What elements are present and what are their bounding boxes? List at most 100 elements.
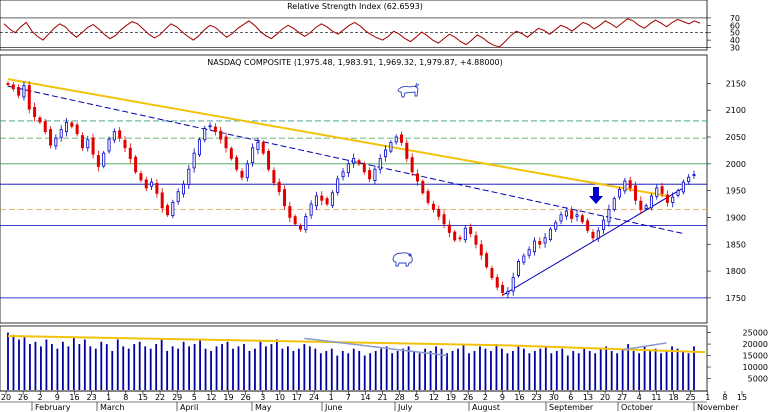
candle-body bbox=[17, 87, 21, 96]
candle-body bbox=[251, 147, 255, 163]
candlestick bbox=[511, 272, 515, 296]
volume-bar bbox=[100, 341, 103, 390]
month-label: September bbox=[549, 403, 594, 412]
candle-body bbox=[665, 194, 669, 203]
volume-bar bbox=[182, 341, 185, 390]
volume-bar bbox=[577, 353, 580, 390]
date-tick-label: 15 bbox=[138, 393, 148, 402]
candlestick bbox=[336, 175, 340, 196]
candle-body bbox=[431, 203, 435, 210]
candle-body bbox=[346, 163, 350, 174]
rsi-line bbox=[3, 18, 701, 48]
price-panel: NASDAQ COMPOSITE (1,975.48, 1,983.91, 1,… bbox=[0, 54, 746, 324]
candlestick bbox=[447, 220, 451, 238]
volume-bar bbox=[138, 341, 141, 390]
volume-bar bbox=[402, 348, 405, 390]
candle-body bbox=[373, 168, 377, 181]
volume-bar bbox=[248, 350, 251, 390]
candlestick bbox=[591, 229, 595, 242]
volume-bar bbox=[210, 350, 212, 390]
candle-body bbox=[628, 180, 632, 189]
candle-body bbox=[219, 130, 223, 140]
volume-bar bbox=[555, 350, 558, 390]
candle-body bbox=[213, 126, 217, 133]
candle-body bbox=[181, 183, 185, 195]
volume-bar bbox=[83, 339, 86, 390]
price-tick-label: 1950 bbox=[726, 187, 746, 196]
candlestick bbox=[602, 215, 606, 234]
volume-bar bbox=[583, 348, 586, 390]
candle-body bbox=[570, 210, 574, 219]
candlestick bbox=[612, 196, 616, 212]
candlestick bbox=[623, 177, 627, 195]
date-tick-label: 13 bbox=[583, 393, 593, 402]
candlestick bbox=[453, 229, 457, 243]
volume-bar bbox=[226, 341, 229, 390]
candle-body bbox=[389, 141, 393, 152]
candle-body bbox=[400, 134, 404, 143]
volume-bar bbox=[149, 348, 152, 390]
candle-body bbox=[458, 237, 462, 240]
date-tick-label: 1 bbox=[329, 393, 334, 402]
volume-bar bbox=[550, 353, 553, 390]
candlestick bbox=[17, 84, 21, 99]
rsi-title: Relative Strength Index (62.6593) bbox=[287, 2, 423, 11]
candlestick bbox=[479, 239, 483, 260]
candlestick bbox=[634, 181, 638, 205]
volume-bar bbox=[627, 344, 630, 390]
candle-body bbox=[309, 203, 313, 216]
candlestick bbox=[134, 155, 138, 175]
candle-body bbox=[33, 107, 37, 118]
date-tick-label: 21 bbox=[377, 393, 387, 402]
candle-body bbox=[517, 261, 521, 276]
volume-bar bbox=[517, 346, 520, 390]
candlestick bbox=[506, 287, 510, 299]
candlestick bbox=[155, 179, 159, 198]
candle-body bbox=[11, 84, 15, 90]
volume-trendline-right bbox=[622, 342, 667, 351]
candle-body bbox=[27, 85, 31, 110]
blue-dashed-downtrend-line bbox=[7, 85, 684, 235]
volume-bar bbox=[193, 344, 196, 390]
candle-body bbox=[692, 174, 696, 176]
volume-bar bbox=[385, 346, 388, 390]
candle-body bbox=[235, 157, 239, 170]
volume-bar bbox=[396, 350, 399, 390]
candle-body bbox=[474, 235, 478, 245]
candle-body bbox=[277, 181, 281, 193]
candle-body bbox=[501, 285, 505, 293]
candle-body bbox=[208, 125, 212, 128]
volume-bar bbox=[144, 346, 147, 390]
volume-bar bbox=[286, 346, 289, 390]
candle-body bbox=[437, 209, 441, 217]
candle-body bbox=[543, 237, 547, 244]
volume-bar bbox=[297, 348, 300, 390]
candlestick bbox=[6, 81, 10, 87]
volume-bar bbox=[78, 344, 81, 390]
bull-icon bbox=[397, 82, 420, 98]
candlestick bbox=[277, 178, 281, 196]
date-tick-label: 22 bbox=[155, 393, 165, 402]
date-tick-label: 25 bbox=[686, 393, 696, 402]
bear-icon bbox=[392, 252, 413, 267]
volume-bar bbox=[127, 348, 130, 390]
candle-body bbox=[38, 117, 42, 123]
candle-body bbox=[623, 180, 627, 192]
month-labels: February March April May June July August Septe… bbox=[31, 402, 739, 412]
volume-bar bbox=[171, 346, 174, 390]
candlestick bbox=[368, 167, 372, 183]
volume-bar bbox=[643, 346, 646, 390]
month-label: October bbox=[621, 403, 654, 412]
date-tick-label: 7 bbox=[346, 393, 351, 402]
candlestick bbox=[150, 178, 154, 190]
candle-body bbox=[288, 206, 292, 218]
candle-body bbox=[426, 191, 430, 203]
volume-bar bbox=[473, 350, 476, 390]
volume-bar bbox=[429, 350, 432, 390]
candlestick bbox=[660, 182, 664, 198]
candlesticks bbox=[6, 81, 696, 299]
volume-bar bbox=[660, 353, 662, 390]
candle-body bbox=[304, 215, 308, 231]
candlestick bbox=[283, 185, 287, 210]
